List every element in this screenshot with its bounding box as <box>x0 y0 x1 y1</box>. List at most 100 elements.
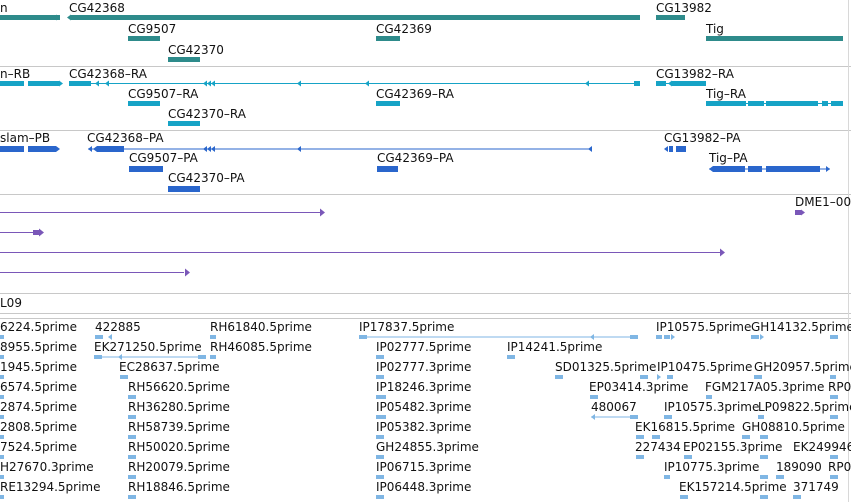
transcript-label[interactable]: CG42370–RA <box>168 107 246 121</box>
est-glyph[interactable] <box>0 395 4 399</box>
protein-glyph[interactable] <box>168 186 200 192</box>
est-label[interactable]: IP02777.5prime <box>376 340 472 354</box>
est-label[interactable]: RH50020.5prime <box>128 440 230 454</box>
est-glyph[interactable] <box>0 335 4 339</box>
est-label[interactable]: 227434 <box>635 440 681 454</box>
est-label[interactable]: IP14241.5prime <box>507 340 603 354</box>
est-label[interactable]: EK249946 <box>793 440 851 454</box>
est-glyph[interactable] <box>830 335 838 339</box>
est-glyph[interactable] <box>376 495 384 499</box>
est-glyph[interactable] <box>0 455 4 459</box>
gene-glyph[interactable] <box>128 36 160 41</box>
gene-glyph[interactable] <box>706 36 843 41</box>
est-label[interactable]: IP10575.5prime <box>656 320 752 334</box>
transcript-glyph[interactable] <box>28 81 59 86</box>
est-label[interactable]: GH20957.5prime <box>754 360 851 374</box>
transcript-label[interactable]: CG42368–RA <box>69 67 147 81</box>
est-label[interactable]: 6574.5prime <box>0 380 77 394</box>
est-label[interactable]: H27670.3prime <box>0 460 94 474</box>
est-label[interactable]: GH24855.3prime <box>376 440 479 454</box>
est-glyph[interactable] <box>793 495 801 499</box>
protein-label[interactable]: CG42368–PA <box>87 131 164 145</box>
alignment-glyph[interactable] <box>795 210 801 215</box>
transcript-glyph[interactable] <box>748 101 764 106</box>
est-glyph[interactable] <box>630 335 638 339</box>
est-glyph[interactable] <box>0 435 4 439</box>
est-glyph[interactable] <box>376 355 384 359</box>
est-label[interactable]: 189090 <box>776 460 822 474</box>
est-label[interactable]: EK271250.5prime <box>94 340 202 354</box>
est-glyph[interactable] <box>359 335 367 339</box>
gene-label[interactable]: CG42369 <box>376 22 432 36</box>
transcript-label[interactable]: Tig–RA <box>706 87 746 101</box>
est-label[interactable]: GH08810.5prime <box>742 420 845 434</box>
est-label[interactable]: LP09822.5prime <box>758 400 851 414</box>
est-glyph[interactable] <box>636 435 644 439</box>
alignment-label[interactable]: DME1–00 <box>795 195 851 209</box>
est-label[interactable]: 7524.5prime <box>0 440 77 454</box>
transcript-glyph[interactable] <box>168 121 200 126</box>
transcript-label[interactable]: CG9507–RA <box>128 87 199 101</box>
alignment-glyph[interactable] <box>33 230 39 235</box>
est-label[interactable]: IP05482.3prime <box>376 400 472 414</box>
gene-glyph[interactable] <box>168 57 200 62</box>
est-label[interactable]: IP06715.3prime <box>376 460 472 474</box>
est-label[interactable]: RH46085.5prime <box>210 340 312 354</box>
est-label[interactable]: RH56620.5prime <box>128 380 230 394</box>
est-glyph[interactable] <box>507 355 515 359</box>
est-glyph[interactable] <box>742 435 750 439</box>
est-label[interactable]: IP10575.3prime <box>664 400 760 414</box>
est-glyph[interactable] <box>760 455 768 459</box>
est-glyph[interactable] <box>667 375 673 379</box>
est-glyph[interactable] <box>0 475 4 479</box>
est-glyph[interactable] <box>636 455 644 459</box>
transcript-glyph[interactable] <box>766 101 818 106</box>
protein-label[interactable]: CG42369–PA <box>377 151 454 165</box>
est-glyph[interactable] <box>706 395 712 399</box>
protein-label[interactable]: CG9507–PA <box>129 151 198 165</box>
protein-glyph[interactable] <box>129 166 163 172</box>
gene-label[interactable]: CG9507 <box>128 22 177 36</box>
est-label[interactable]: 1945.5prime <box>0 360 77 374</box>
protein-glyph[interactable] <box>748 166 762 172</box>
gene-label[interactable]: CG13982 <box>656 1 712 15</box>
est-label[interactable]: RE13294.5prime <box>0 480 101 494</box>
est-label[interactable]: IP10775.3prime <box>664 460 760 474</box>
protein-label[interactable]: CG13982–PA <box>664 131 741 145</box>
protein-glyph[interactable] <box>97 146 124 152</box>
est-glyph[interactable] <box>376 475 384 479</box>
est-glyph[interactable] <box>0 415 4 419</box>
est-label[interactable]: EP02155.3prime <box>683 440 783 454</box>
est-glyph[interactable] <box>0 495 4 499</box>
protein-label[interactable]: slam–PB <box>0 131 51 145</box>
est-label[interactable]: IP06448.3prime <box>376 480 472 494</box>
est-glyph[interactable] <box>95 335 103 339</box>
transcript-glyph[interactable] <box>706 101 746 106</box>
est-glyph[interactable] <box>210 355 216 359</box>
transcript-glyph[interactable] <box>376 101 400 106</box>
est-glyph[interactable] <box>664 415 672 419</box>
est-glyph[interactable] <box>590 395 598 399</box>
est-glyph[interactable] <box>128 455 136 459</box>
est-glyph[interactable] <box>684 455 692 459</box>
est-glyph[interactable] <box>652 435 660 439</box>
gene-label[interactable]: n <box>0 1 8 15</box>
est-glyph[interactable] <box>830 375 836 379</box>
est-label[interactable]: 480067 <box>591 400 637 414</box>
est-glyph[interactable] <box>758 415 764 419</box>
gene-glyph[interactable] <box>656 15 685 20</box>
est-glyph[interactable] <box>830 475 838 479</box>
est-glyph[interactable] <box>128 415 136 419</box>
transcript-glyph[interactable] <box>831 101 843 106</box>
transcript-glyph[interactable] <box>672 81 706 86</box>
est-glyph[interactable] <box>640 375 648 379</box>
transcript-glyph[interactable] <box>0 81 24 86</box>
est-glyph[interactable] <box>0 355 4 359</box>
est-label[interactable]: FGM217A05.3prime <box>705 380 825 394</box>
est-label[interactable]: IP18246.3prime <box>376 380 472 394</box>
est-label[interactable]: 2874.5prime <box>0 400 77 414</box>
est-glyph[interactable] <box>830 455 838 459</box>
transcript-label[interactable]: n–RB <box>0 67 31 81</box>
est-glyph[interactable] <box>120 375 128 379</box>
gene-glyph[interactable] <box>376 36 400 41</box>
